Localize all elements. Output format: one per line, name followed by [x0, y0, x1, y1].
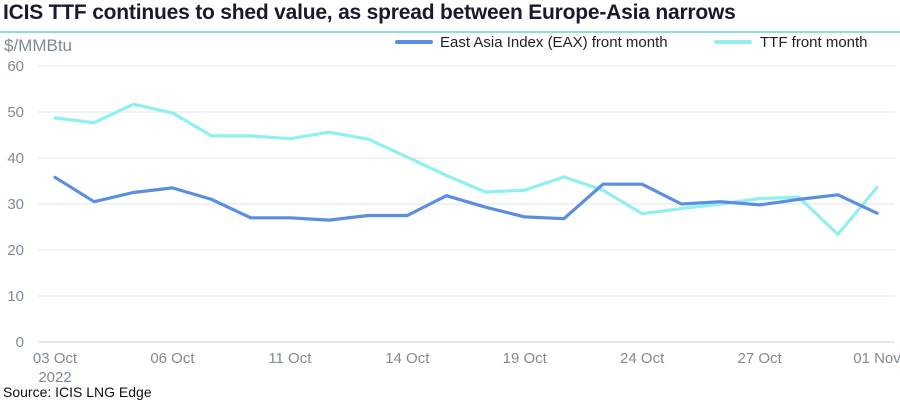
x-tick-label: 03 Oct — [33, 350, 78, 367]
y-tick-label: 10 — [7, 288, 24, 305]
series-line-eax — [53, 175, 879, 222]
series-lines — [53, 102, 879, 236]
y-axis-unit-label: $/MMBtu — [4, 36, 72, 55]
x-tick-label: 01 Nov — [853, 350, 900, 367]
title-divider — [0, 31, 900, 33]
y-tick-label: 40 — [7, 150, 24, 167]
y-tick-label: 60 — [7, 58, 24, 75]
source-note: Source: ICIS LNG Edge — [3, 384, 152, 400]
x-tick-label: 19 Oct — [503, 350, 548, 367]
y-tick-label: 0 — [16, 334, 24, 351]
y-tick-label: 20 — [7, 242, 24, 259]
y-tick-label: 30 — [7, 196, 24, 213]
legend: East Asia Index (EAX) front month TTF fr… — [395, 34, 868, 51]
legend-label-ttf: TTF front month — [760, 34, 868, 51]
y-tick-label: 50 — [7, 104, 24, 121]
x-tick-label: 24 Oct — [620, 350, 665, 367]
y-axis-ticks: 0 10 20 30 40 50 60 — [7, 58, 24, 351]
x-tick-label: 14 Oct — [385, 350, 430, 367]
x-axis-ticks: 03 Oct 2022 06 Oct 11 Oct 14 Oct 19 Oct 24 Oct… — [33, 350, 900, 386]
chart-title: ICIS TTF continues to shed value, as spr… — [3, 1, 736, 24]
x-tick-year-label: 2022 — [38, 369, 71, 386]
x-tick-label: 06 Oct — [150, 350, 195, 367]
series-line-ttf — [53, 102, 879, 236]
x-tick-label: 27 Oct — [737, 350, 782, 367]
gridlines — [38, 65, 895, 343]
x-tick-label: 11 Oct — [268, 350, 312, 367]
legend-label-eax: East Asia Index (EAX) front month — [440, 34, 668, 51]
